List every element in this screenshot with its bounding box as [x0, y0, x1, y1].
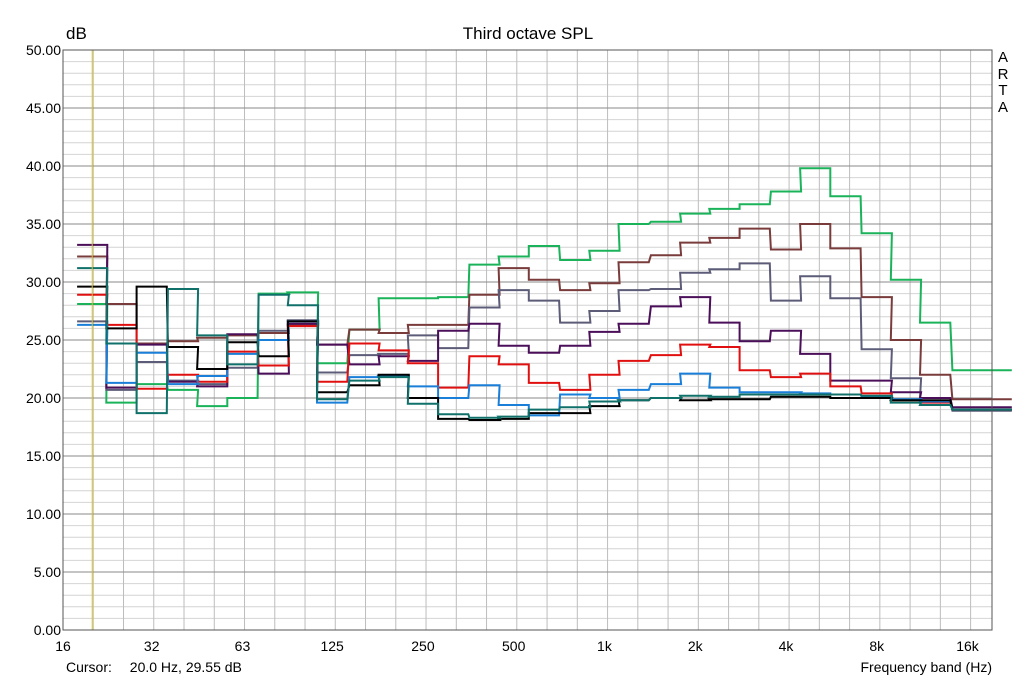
x-tick-label: 2k — [688, 638, 704, 654]
brand-letter: R — [997, 65, 1009, 83]
y-tick-label: 25.00 — [26, 332, 61, 348]
x-tick-labels: 16 32 63 125 250 500 1k 2k 4k 8k 16k — [55, 638, 980, 654]
y-tick-label: 10.00 — [26, 506, 61, 522]
y-tick-label: 35.00 — [26, 216, 61, 232]
x-tick-label: 1k — [597, 638, 613, 654]
y-tick-label: 15.00 — [26, 448, 61, 464]
series-line — [77, 223, 1012, 401]
y-tick-label: 20.00 — [26, 390, 61, 406]
x-tick-label: 63 — [235, 638, 251, 654]
chart-title: Third octave SPL — [462, 24, 594, 43]
brand-letter: A — [997, 98, 1008, 116]
x-tick-label: 125 — [320, 638, 344, 654]
plot-frame — [62, 49, 993, 631]
x-tick-label: 500 — [502, 638, 526, 654]
x-axis-label: Frequency band (Hz) — [860, 659, 992, 675]
y-tick-label: 45.00 — [26, 100, 61, 116]
y-tick-label: 50.00 — [26, 42, 61, 58]
y-axis-unit: dB — [66, 24, 87, 43]
y-tick-label: 5.00 — [34, 564, 61, 580]
cursor-readout: Cursor: 20.0 Hz, 29.55 dB — [66, 659, 256, 675]
y-tick-label: 30.00 — [26, 274, 61, 290]
series-line — [77, 267, 1012, 419]
series-line — [77, 262, 1012, 412]
series-line — [77, 167, 1012, 408]
x-tick-label: 8k — [869, 638, 885, 654]
y-tick-label: 40.00 — [26, 158, 61, 174]
cursor-value: 20.0 Hz, 29.55 dB — [129, 659, 242, 675]
series-layer — [77, 167, 1012, 421]
x-tick-label: 32 — [144, 638, 160, 654]
series-line — [77, 293, 1012, 411]
major-grid — [63, 107, 992, 573]
minor-grid — [63, 50, 992, 630]
x-tick-label: 16 — [55, 638, 71, 654]
x-tick-label: 16k — [956, 638, 980, 654]
x-tick-label: 250 — [411, 638, 435, 654]
cursor-label: Cursor: — [66, 659, 112, 675]
series-line — [77, 243, 1012, 409]
brand-letter: T — [998, 82, 1008, 99]
brand-letter: A — [997, 49, 1008, 66]
y-tick-labels: 0.00 5.00 10.00 15.00 20.00 25.00 30.00 35.00 40… — [26, 42, 61, 638]
y-tick-label: 0.00 — [34, 622, 61, 638]
x-tick-label: 4k — [779, 638, 795, 654]
